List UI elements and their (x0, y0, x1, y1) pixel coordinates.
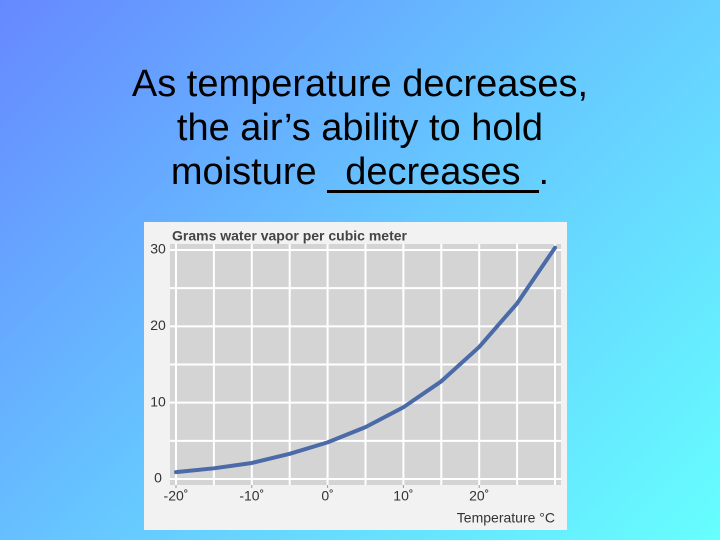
x-axis-label: Temperature °C (457, 510, 555, 526)
data-line (174, 245, 557, 475)
x-tick-label: -20˚ (164, 488, 189, 504)
x-tick-label: 20˚ (469, 488, 489, 504)
y-tick-label: 0 (154, 470, 162, 486)
suffix: . (538, 151, 550, 193)
x-tick-label: 0˚ (321, 488, 333, 504)
heading: As temperature decreases, the air’s abil… (0, 62, 720, 194)
heading-line: the air’s ability to hold (176, 107, 544, 149)
answer: decreases (327, 153, 539, 193)
y-tick-label: 30 (150, 241, 166, 257)
y-tick-label: 20 (150, 317, 166, 333)
chart-title: Grams water vapor per cubic meter (172, 228, 408, 244)
x-tick-label: -10˚ (239, 488, 264, 504)
y-tick-label: 10 (150, 393, 166, 409)
heading-line: As temperature decreases, (131, 63, 589, 105)
heading-line: moisture decreases. (0, 150, 720, 194)
prefix: moisture (170, 151, 328, 193)
x-tick-label: 10˚ (393, 488, 413, 504)
